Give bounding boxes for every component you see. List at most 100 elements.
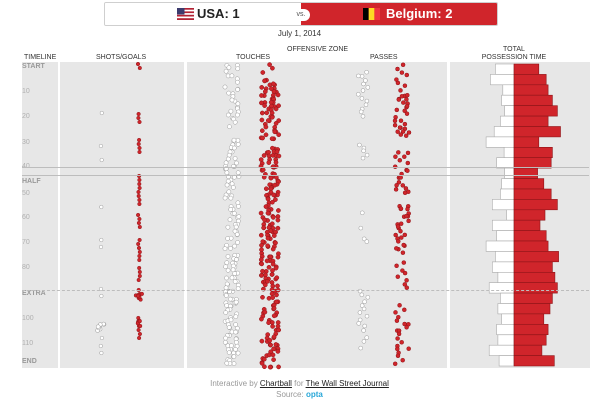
belgium-touch-dot <box>272 182 278 188</box>
belgium-touch-dot <box>260 135 265 141</box>
usa-possession-bar <box>506 209 515 221</box>
belgium-touch-dot <box>258 157 264 162</box>
belgium-pass-dot <box>402 321 407 327</box>
belgium-possession-bar <box>513 282 558 294</box>
belgium-touch-dot <box>266 160 272 165</box>
belgium-flag-icon <box>363 8 380 20</box>
usa-pass-dot <box>362 323 367 329</box>
usa-possession-bar <box>495 63 515 75</box>
belgium-pass-dot <box>397 303 402 308</box>
belgium-shot-dot <box>137 335 142 341</box>
usa-pass-dot <box>359 74 365 79</box>
belgium-shot-dot <box>137 269 142 275</box>
belgium-pass-dot <box>406 130 412 135</box>
belgium-pass-dot <box>399 340 404 345</box>
belgium-shot-dot <box>137 149 142 155</box>
usa-pass-dot <box>363 102 369 108</box>
belgium-pass-dot <box>398 88 403 93</box>
belgium-touch-dot <box>270 295 276 300</box>
usa-touch-dot <box>229 275 235 281</box>
usa-pass-dot <box>361 236 367 242</box>
belgium-pass-dot <box>404 325 409 330</box>
usa-touch-dot <box>226 90 232 96</box>
belgium-touch-dot <box>272 129 278 135</box>
belgium-pass-dot <box>398 228 403 234</box>
belgium-touch-dot <box>262 78 267 84</box>
belgium-possession-bar <box>513 167 538 179</box>
usa-touch-dot <box>222 246 228 251</box>
belgium-possession-bar <box>513 74 547 86</box>
usa-touch-dot <box>235 79 240 85</box>
belgium-pass-dot <box>395 80 401 86</box>
belgium-pass-dot <box>399 70 405 75</box>
timeline-tick-label: 80 <box>22 264 30 271</box>
belgium-pass-dot <box>404 278 409 283</box>
belgium-pass-dot <box>396 239 401 244</box>
belgium-pass-dot <box>398 206 404 211</box>
usa-shot-dot <box>99 237 104 243</box>
belgium-pass-dot <box>395 353 401 359</box>
usa-touch-dot <box>232 243 237 249</box>
usa-touch-dot <box>234 232 240 237</box>
usa-pass-dot <box>360 88 366 93</box>
period-divider <box>22 167 589 168</box>
belgium-shot-dot <box>136 327 141 333</box>
source-line: Source: opta <box>0 390 599 399</box>
belgium-possession-bar <box>513 136 540 148</box>
usa-possession-bar <box>491 219 515 231</box>
belgium-shot-dot <box>136 220 141 226</box>
belgium-pass-dot <box>404 72 410 78</box>
usa-possession-bar <box>501 178 515 190</box>
usa-pass-dot <box>361 328 366 333</box>
belgium-shot-dot <box>136 115 141 121</box>
belgium-touch-dot <box>269 272 275 277</box>
timeline-panel <box>22 62 58 368</box>
wsj-link[interactable]: The Wall Street Journal <box>305 379 389 388</box>
belgium-touch-dot <box>265 243 271 249</box>
belgium-shot-dot <box>137 273 142 279</box>
timeline-tick-label: 110 <box>22 340 34 347</box>
belgium-pass-dot <box>405 168 410 173</box>
usa-shot-dot <box>99 157 104 163</box>
usa-shot-dot <box>98 343 103 349</box>
usa-touch-dot <box>226 189 232 195</box>
belgium-touch-dot <box>271 305 277 311</box>
timeline-header: TIMELINE <box>24 54 57 61</box>
period-divider <box>22 175 589 176</box>
usa-touch-dot <box>231 210 237 216</box>
credit-line: Interactive by Chartball for The Wall St… <box>0 379 599 388</box>
belgium-touch-dot <box>262 217 267 223</box>
belgium-touch-dot <box>260 268 265 274</box>
usa-touch-dot <box>233 322 238 327</box>
belgium-pass-dot <box>404 111 410 116</box>
belgium-touch-dot <box>259 117 265 123</box>
usa-touch-dot <box>226 152 232 158</box>
belgium-possession-bar <box>513 178 545 190</box>
usa-possession-bar <box>503 147 515 159</box>
belgium-touch-dot <box>263 132 269 138</box>
usa-touch-dot <box>231 137 237 143</box>
chartball-link[interactable]: Chartball <box>259 379 292 388</box>
belgium-shot-dot <box>137 257 142 263</box>
belgium-touch-dot <box>276 153 282 159</box>
belgium-touch-dot <box>273 121 279 126</box>
usa-touch-dot <box>235 141 241 147</box>
usa-touch-dot <box>224 303 230 308</box>
belgium-possession-bar <box>513 334 547 346</box>
belgium-shot-dot <box>137 181 142 187</box>
usa-possession-bar <box>490 74 515 86</box>
timeline-tick-label: HALF <box>22 178 41 185</box>
belgium-touch-dot <box>274 292 279 298</box>
usa-shot-dot <box>99 335 104 341</box>
belgium-pass-dot <box>404 213 409 219</box>
usa-pass-dot <box>361 339 367 344</box>
usa-touch-dot <box>235 87 240 92</box>
usa-touch-dot <box>228 195 234 201</box>
belgium-pass-dot <box>393 187 399 192</box>
timeline-tick-label: 20 <box>22 113 30 120</box>
shots-panel <box>60 62 184 368</box>
belgium-pass-dot <box>398 118 404 123</box>
belgium-shot-dot <box>135 61 141 67</box>
usa-touch-dot <box>232 279 238 284</box>
usa-touch-dot <box>222 339 228 345</box>
